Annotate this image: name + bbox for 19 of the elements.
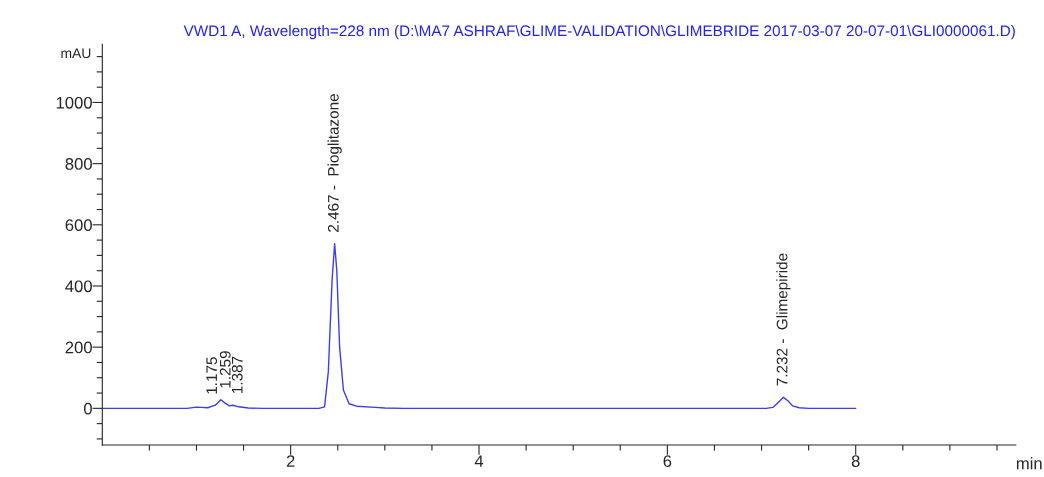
y-tick-label: 600 — [65, 219, 92, 232]
y-tick-label: 200 — [65, 341, 92, 354]
annotation: 2.467 - Pioglitazone — [327, 94, 342, 232]
x-tick-label: 6 — [663, 455, 672, 468]
x-tick-label: 2 — [286, 455, 295, 467]
y-tick-label: 400 — [65, 280, 92, 293]
annotation: 1.387 — [231, 356, 243, 393]
annotation: 1.259 — [219, 351, 231, 388]
annotation: 1.175 — [206, 357, 218, 394]
line-series — [102, 243, 857, 410]
y-tick-label: 0 — [83, 402, 92, 415]
chart-title: VWD1 A, Wavelength=228 nm (D:\MA7 ASHRAF\GLIME-VALIDATION\GLIMEBRIDE 2017-03-07 20-07-01\GLI0000061.D) — [183, 24, 1015, 40]
x-tick-label: 8 — [851, 455, 860, 468]
annotation: 7.232 - Glimepiride — [776, 253, 791, 386]
y-axis-title: mAU — [61, 48, 91, 59]
y-tick-label: 800 — [65, 158, 92, 170]
x-axis-title: min — [1016, 457, 1042, 470]
x-tick-label: 4 — [474, 455, 484, 467]
y-tick-label: 1000 — [56, 96, 92, 109]
